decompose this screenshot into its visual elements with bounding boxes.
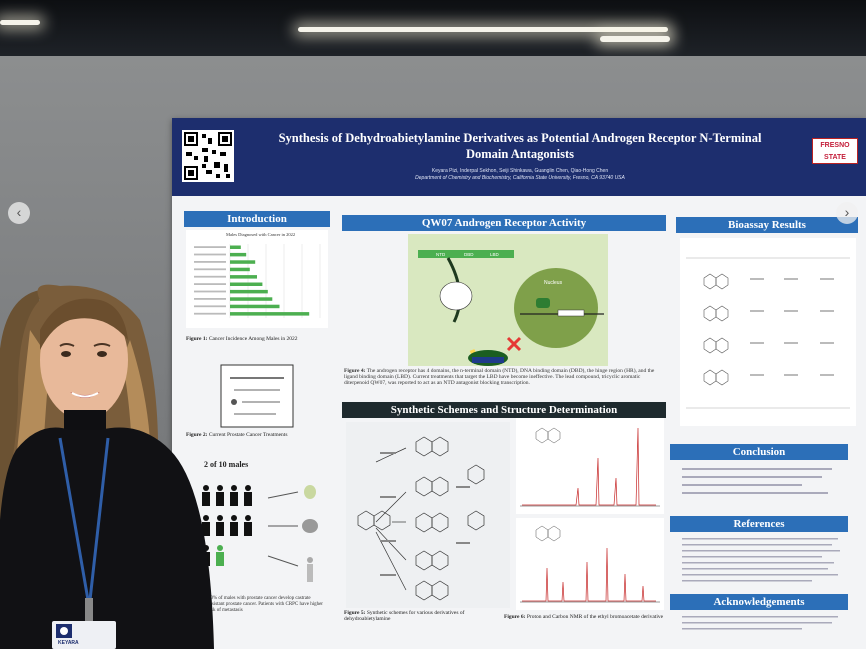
chart-bar <box>230 252 247 257</box>
references-text-lines <box>682 538 840 582</box>
section-header-synthetic: Synthetic Schemes and Structure Determin… <box>342 402 666 418</box>
poster-authors: Keyara Pizi, Inderpal Sekhon, Seiji Shin… <box>431 168 609 174</box>
section-header-acknowledgements: Acknowledgements <box>670 594 848 610</box>
proton-spectrum-plot <box>520 427 660 507</box>
figure1-caption: Figure 1: Cancer Incidence Among Males i… <box>186 336 298 342</box>
diagram-label-nucleus: Nucleus <box>544 280 563 286</box>
badge-name: KEYARA <box>58 640 79 646</box>
diagram-label-ntd: NTD <box>436 252 446 257</box>
chart-category-label <box>194 305 226 308</box>
chart-bar <box>230 267 250 272</box>
section-header-references: References <box>670 516 848 532</box>
university-logo: FRESNO STATE <box>812 138 858 164</box>
synthetic-scheme-figure <box>346 422 510 608</box>
population-figure-icon <box>202 485 318 582</box>
chart-title: Males Diagnosed with Cancer in 2022 <box>226 232 296 237</box>
chart-category-label <box>194 290 226 293</box>
bioassay-table <box>680 238 856 426</box>
chart-bar <box>230 289 268 294</box>
section-header-introduction: Introduction <box>184 211 330 227</box>
chart-bar <box>230 260 256 264</box>
ceiling-light <box>298 27 668 32</box>
poster-title: Synthesis of Dehydroabietylamine Derivat… <box>278 131 762 161</box>
incidence-chart: Males Diagnosed with Cancer in 2022 <box>186 230 328 328</box>
badge-logo-icon <box>56 624 72 638</box>
figure2-caption: Figure 2: Current Prostate Cancer Treatm… <box>186 432 288 438</box>
stat-bottom: 30% of males with prostate cancer develo… <box>208 596 323 613</box>
chart-category-label <box>194 283 226 285</box>
conclusion-text-lines <box>682 468 832 494</box>
poster-department: Department of Chemistry and Biochemistry… <box>415 175 625 181</box>
chart-category-label <box>194 246 226 248</box>
treatments-diagram <box>220 364 294 428</box>
chart-bar <box>230 297 273 301</box>
chart-bar <box>230 312 310 316</box>
section-header-bioassay: Bioassay Results <box>676 217 858 233</box>
chart-bar <box>230 304 280 309</box>
carousel-prev-button[interactable]: ‹ <box>8 202 30 224</box>
diagram-label-dbd: DBD <box>464 252 474 257</box>
ceiling-light <box>600 36 670 42</box>
chart-category-label <box>194 268 226 271</box>
chart-bar <box>230 245 241 249</box>
bioassay-structures <box>686 257 850 409</box>
chart-bar <box>230 282 263 286</box>
synthetic-scheme-structures <box>357 436 485 601</box>
chart-category-label <box>194 253 226 256</box>
diagram-label-lbd: LBD <box>490 252 500 257</box>
research-poster: Synthesis of Dehydroabietylamine Derivat… <box>172 118 866 649</box>
figure5-caption: Figure 5: Synthetic schemes for various … <box>344 610 465 622</box>
poster-banner: Synthesis of Dehydroabietylamine Derivat… <box>172 118 866 196</box>
nucleus <box>514 268 598 348</box>
chart-category-label <box>194 298 226 300</box>
nmr-spectrum-carbon <box>516 518 664 610</box>
diagram-bar <box>418 250 514 258</box>
figure6-caption: Figure 6: Proton and Carbon NMR of the e… <box>504 614 664 620</box>
qr-code-icon <box>182 130 234 182</box>
stat-headline: 2 of 10 males <box>204 460 249 469</box>
acknowledgements-text-lines <box>682 616 838 630</box>
chart-bar <box>230 275 257 279</box>
chart-plot <box>194 244 321 318</box>
chart-category-label <box>194 261 226 263</box>
chart-category-label <box>194 312 226 315</box>
carbon-spectrum-plot <box>520 525 660 603</box>
ceiling <box>0 0 866 62</box>
carousel-next-button[interactable]: › <box>836 202 858 224</box>
chart-category-label <box>194 275 226 278</box>
nmr-spectrum-proton <box>516 418 664 514</box>
ceiling-light <box>0 20 40 25</box>
androgen-receptor-diagram: NTD DBD LBD Nucleus <box>408 234 608 366</box>
figure4-caption: Figure 4: The androgen receptor has 4 do… <box>344 368 655 386</box>
section-header-conclusion: Conclusion <box>670 444 848 460</box>
section-header-qw07: QW07 Androgen Receptor Activity <box>342 215 666 231</box>
